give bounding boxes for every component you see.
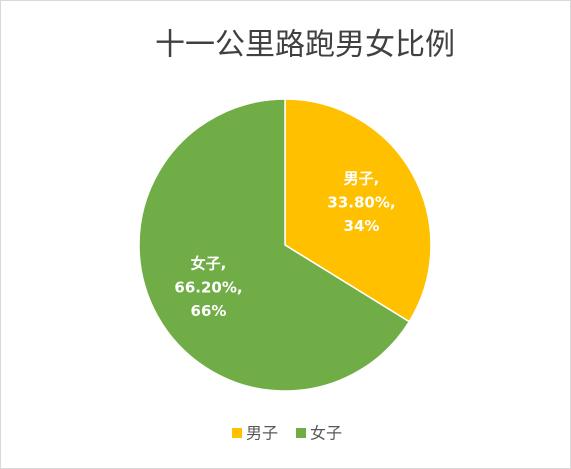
- pie-slice: [138, 98, 411, 392]
- legend-swatch: [232, 428, 242, 438]
- category-text: 男子: [344, 169, 374, 187]
- data-label-category: 女子,: [191, 254, 227, 272]
- value-text: 66.20%: [174, 278, 236, 296]
- legend-label: 男子: [246, 424, 278, 443]
- separator: ,: [237, 278, 243, 296]
- legend-label: 女子: [310, 424, 342, 443]
- category-text: 女子: [191, 254, 221, 272]
- chart-title: 十一公里路跑男女比例: [155, 28, 455, 63]
- data-label-percent: 34%: [344, 217, 380, 235]
- data-label-value: 33.80%,: [327, 193, 395, 211]
- separator: ,: [390, 193, 396, 211]
- value-text: 33.80%: [327, 193, 389, 211]
- separator: ,: [374, 169, 380, 187]
- data-label-category: 男子,: [344, 169, 380, 187]
- separator: ,: [221, 254, 227, 272]
- data-label-value: 66.20%,: [174, 278, 242, 296]
- data-label-percent: 66%: [191, 302, 227, 320]
- pie-slice: [284, 98, 432, 323]
- legend-swatch: [296, 428, 307, 438]
